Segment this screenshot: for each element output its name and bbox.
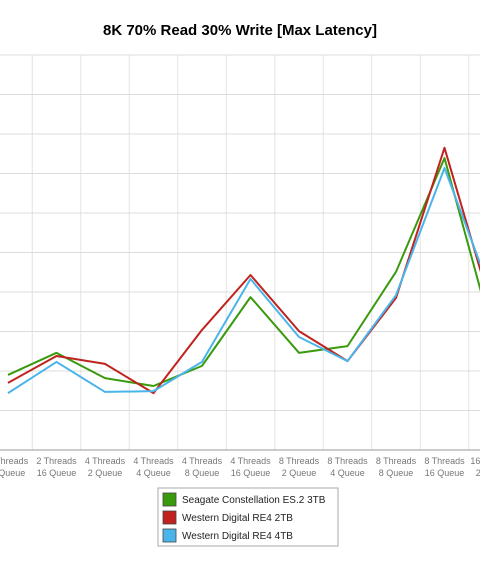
legend-swatch xyxy=(162,510,177,525)
x-tick-label: 8 Threads 16 Queue xyxy=(424,456,465,478)
x-tick-label: 4 Threads 8 Queue xyxy=(182,456,223,478)
x-tick-label: 4 Threads 4 Queue xyxy=(133,456,174,478)
chart-title: 8K 70% Read 30% Write [Max Latency] xyxy=(103,22,377,39)
legend-label: Western Digital RE4 4TB xyxy=(182,531,293,542)
legend-swatch xyxy=(162,492,177,507)
legend-box xyxy=(157,487,339,547)
legend-label: Seagate Constellation ES.2 3TB xyxy=(182,495,326,506)
x-tick-label: 8 Threads 8 Queue xyxy=(376,456,417,478)
x-tick-label: 2 Threads 16 Queue xyxy=(36,456,77,478)
series-line xyxy=(7,157,480,388)
x-tick-label: 4 Threads 2 Queue xyxy=(85,456,126,478)
x-tick-label: 8 Threads 2 Queue xyxy=(279,456,320,478)
x-tick-label: 8 Threads 4 Queue xyxy=(327,456,368,478)
series-line xyxy=(7,146,480,395)
series-line xyxy=(7,166,480,394)
legend-swatch xyxy=(162,528,177,543)
x-tick-label: 4 Threads 16 Queue xyxy=(230,456,271,478)
legend-label: Western Digital RE4 2TB xyxy=(182,513,293,524)
